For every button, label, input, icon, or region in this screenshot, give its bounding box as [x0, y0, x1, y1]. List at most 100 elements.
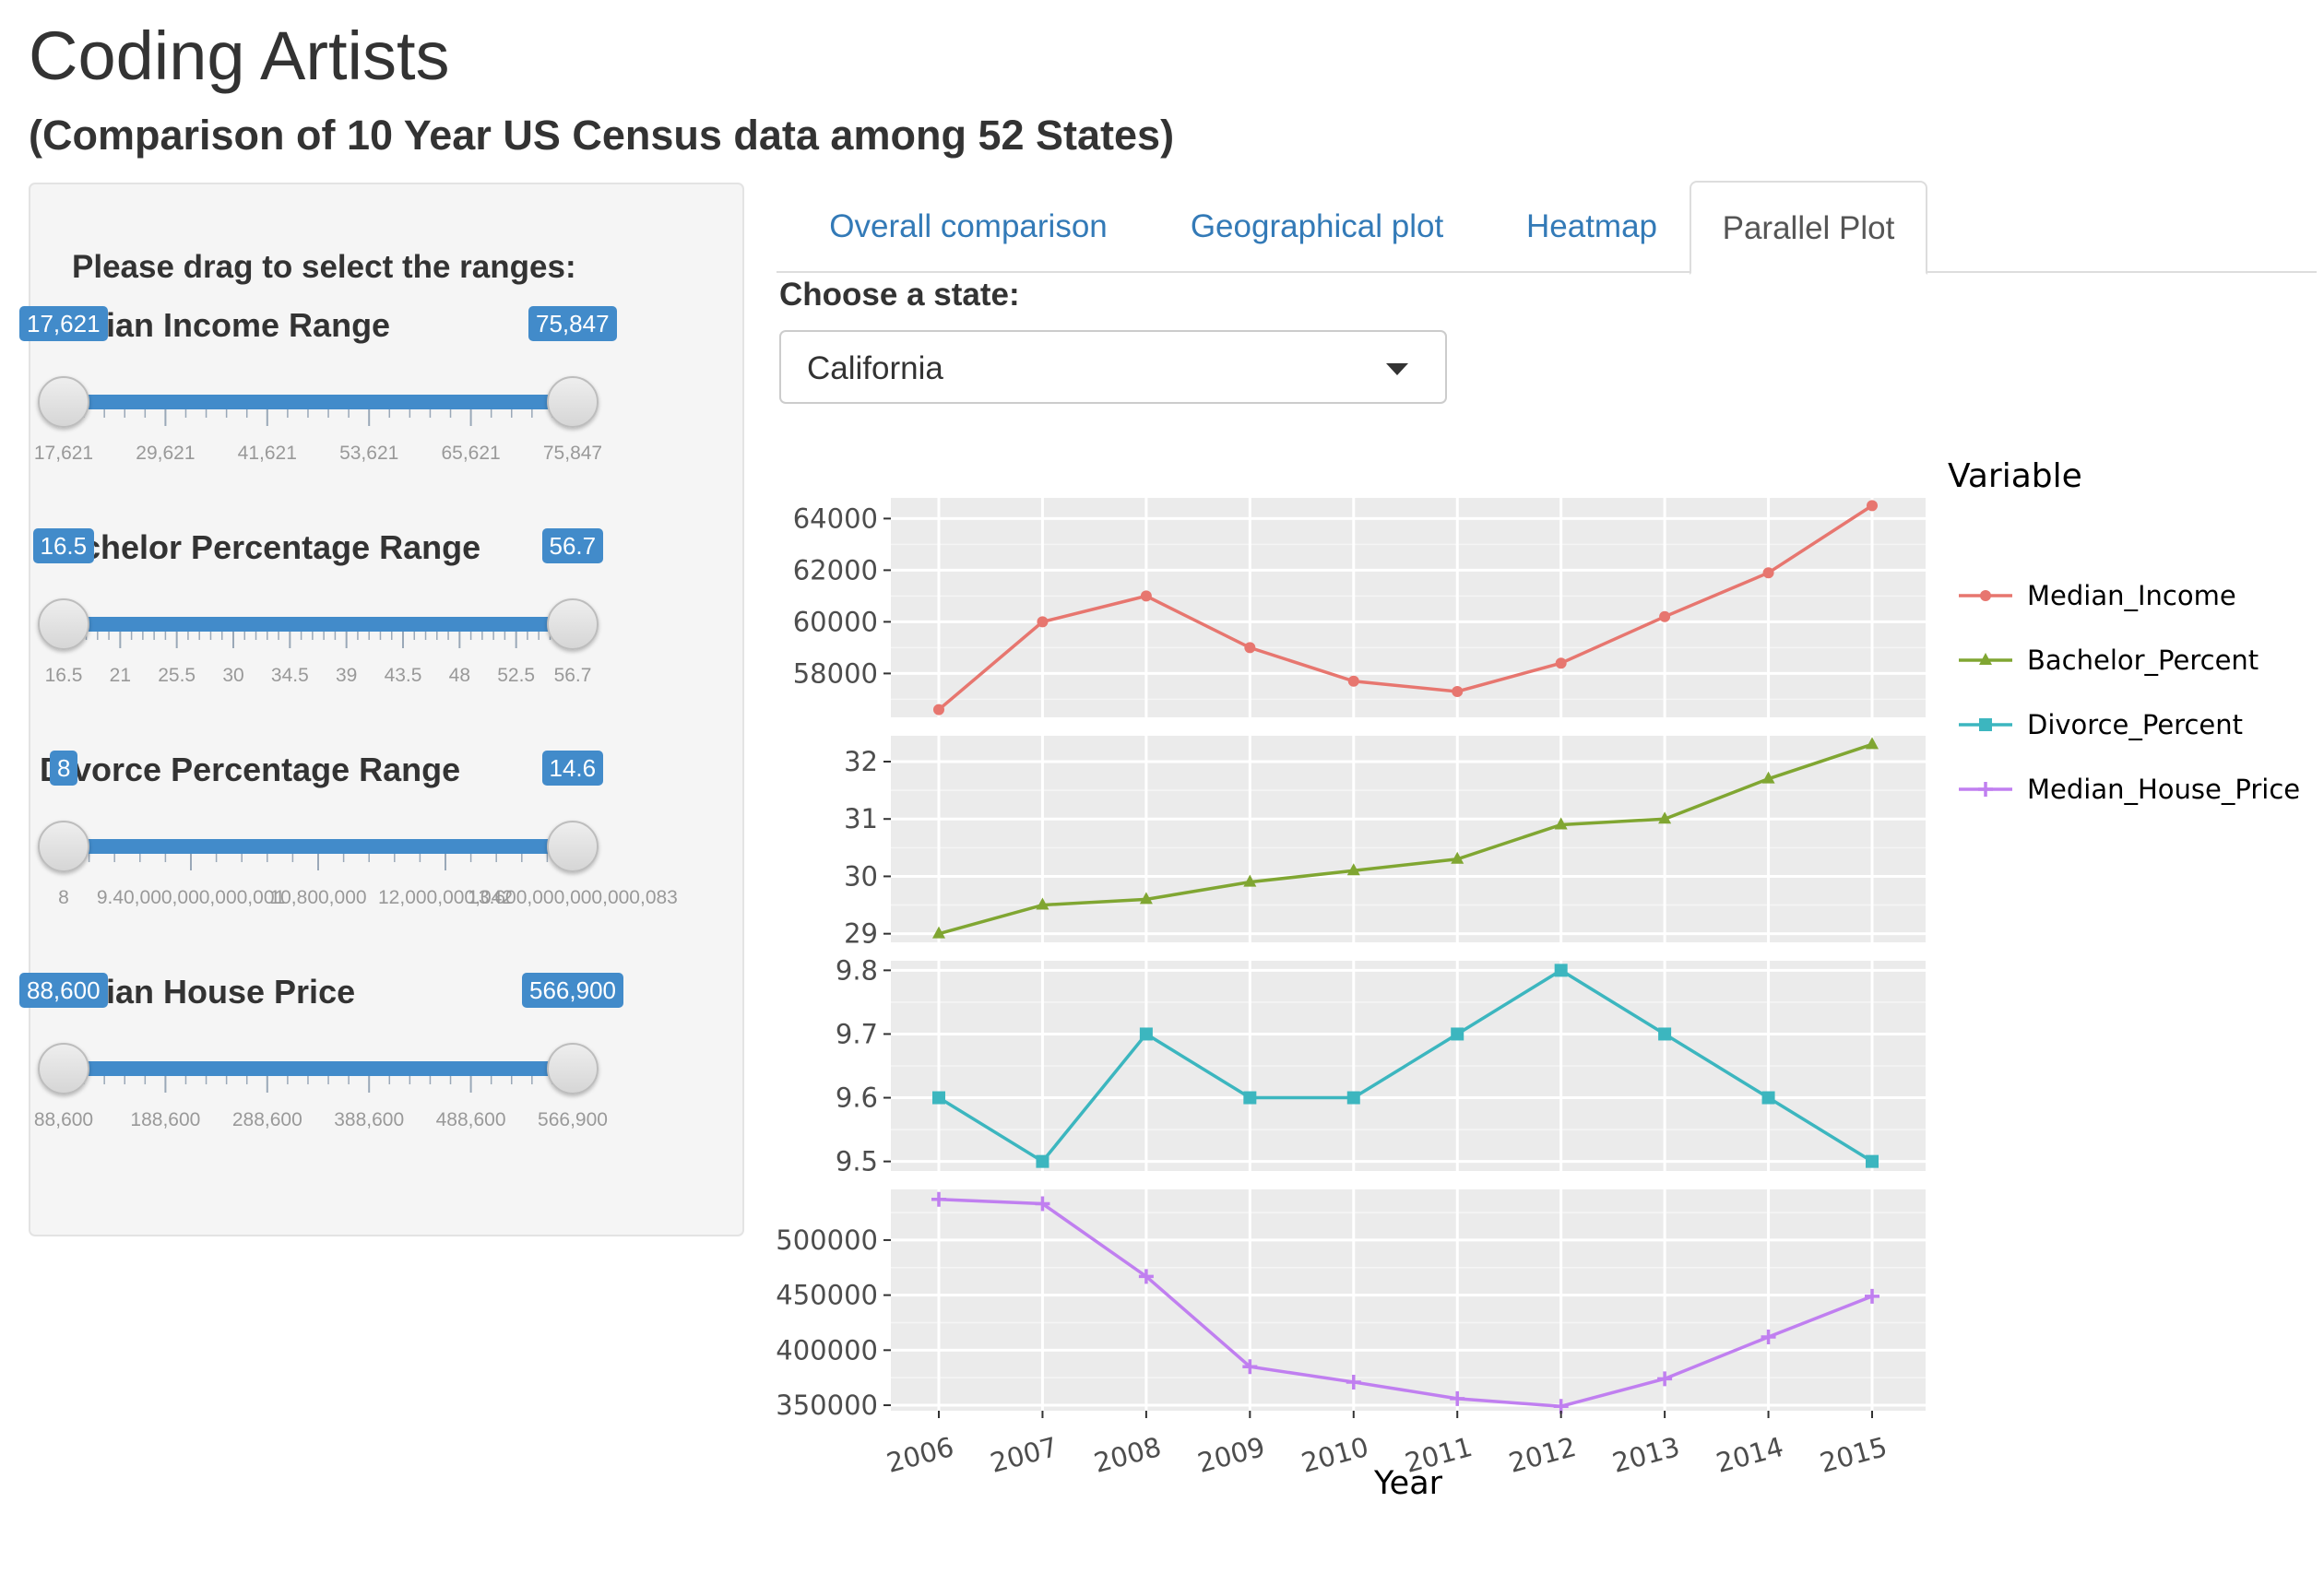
slider-grid-label: 8: [58, 887, 69, 908]
x-tick-label: 2013: [1609, 1431, 1683, 1479]
panel-background: [891, 498, 1926, 717]
slider-handle-min[interactable]: [38, 598, 89, 650]
data-point: [1347, 675, 1359, 687]
slider-grid-label: 9.40,000,000,000,001: [96, 887, 286, 908]
data-point: [1658, 811, 1672, 824]
legend-key-marker: [1979, 718, 1992, 731]
slider-value-max: 56.7: [541, 528, 604, 563]
x-tick-label: 2015: [1817, 1431, 1891, 1479]
data-point: [1138, 1269, 1154, 1284]
caret-down-icon: [1386, 363, 1408, 375]
slider-ticks: [63, 1076, 574, 1093]
slider-grid-label: 48: [448, 665, 471, 686]
y-tick-label: 62000: [793, 554, 878, 585]
data-point: [1346, 1091, 1360, 1105]
data-point: [1452, 686, 1464, 697]
tab-parallel-plot[interactable]: Parallel Plot: [1690, 181, 1927, 275]
tab-geographical-plot[interactable]: Geographical plot: [1190, 208, 1444, 244]
slider-value-min: 17,621: [19, 306, 108, 341]
slider-value-max: 566,900: [522, 973, 623, 1008]
data-point: [931, 1191, 946, 1207]
slider-grid-label: 388,600: [334, 1109, 405, 1130]
slider-grid-label: 13.600,000,000,000,083: [468, 887, 678, 908]
y-tick-label: 30: [844, 860, 878, 892]
slider-track[interactable]: [64, 839, 573, 854]
slider-track[interactable]: [64, 617, 573, 632]
slider-handle-min[interactable]: [38, 1043, 89, 1094]
slider-grid-label: 39: [335, 665, 358, 686]
filter-sidebar: Please drag to select the ranges: Median…: [19, 183, 746, 1236]
data-point: [1657, 1371, 1673, 1387]
slider-grid-label: 56.7: [553, 665, 592, 686]
sidebar-intro: Please drag to select the ranges:: [72, 249, 576, 285]
data-point: [1346, 863, 1360, 876]
slider-handle-max[interactable]: [547, 821, 599, 872]
data-point: [1244, 642, 1256, 654]
slider-track[interactable]: [64, 1061, 573, 1076]
slider-grid-label: 16.5: [44, 665, 83, 686]
data-point: [1554, 964, 1568, 977]
panel-background: [891, 1189, 1926, 1411]
slider-grid-label: 17,621: [33, 443, 94, 464]
slider-grid-label: 188,600: [130, 1109, 201, 1130]
y-tick-label: 60000: [793, 606, 878, 637]
y-tick-label: 32: [844, 746, 878, 777]
data-point: [932, 926, 945, 939]
data-point: [1450, 1390, 1465, 1406]
legend-key-marker: [1978, 782, 1993, 797]
x-tick-label: 2010: [1298, 1431, 1371, 1479]
tab-overall-comparison[interactable]: Overall comparison: [829, 208, 1108, 244]
slider-value-max: 75,847: [528, 306, 617, 341]
slider-handle-min[interactable]: [38, 376, 89, 428]
legend-label: Median_House_Price: [2027, 774, 2300, 805]
state-select[interactable]: California: [779, 330, 1447, 404]
y-tick-label: 350000: [776, 1390, 878, 1421]
data-point: [1242, 1359, 1258, 1375]
legend-key-marker: [1979, 653, 1992, 665]
panel-background: [891, 736, 1926, 942]
slider-grid-label: 30: [222, 665, 244, 686]
slider-grid-label: 52.5: [497, 665, 536, 686]
y-tick-label: 450000: [776, 1280, 878, 1311]
slider-handle-max[interactable]: [547, 598, 599, 650]
series-line-median-house-price: [938, 1197, 1873, 1408]
slider-track[interactable]: [64, 395, 573, 409]
data-point: [1761, 771, 1775, 784]
slider-handle-max[interactable]: [547, 1043, 599, 1094]
slider-grid-label: 43.5: [384, 665, 422, 686]
y-tick-label: 400000: [776, 1334, 878, 1366]
data-point: [1554, 817, 1568, 830]
app-subtitle: (Comparison of 10 Year US Census data am…: [29, 112, 1175, 159]
data-point: [1762, 567, 1774, 579]
data-point: [1036, 1154, 1049, 1168]
data-point: [1451, 1027, 1464, 1041]
data-point: [1451, 851, 1464, 864]
legend-label: Median_Income: [2027, 580, 2236, 611]
state-select-value: California: [807, 350, 943, 386]
slider-handle-min[interactable]: [38, 821, 89, 872]
slider-4: Median House Price 88,600 188,600 288,600 38…: [19, 973, 746, 1176]
x-tick-label: 2012: [1505, 1431, 1579, 1479]
app-title: Coding Artists: [29, 18, 450, 94]
slider-handle-max[interactable]: [547, 376, 599, 428]
slider-grid-label: 25.5: [158, 665, 196, 686]
slider-value-min: 16.5: [32, 528, 95, 563]
series-line-bachelor-percent: [938, 742, 1873, 936]
slider-grid-label: 12,000,000,042: [378, 887, 513, 908]
slider-grid-label: 65,621: [441, 443, 501, 464]
y-tick-label: 64000: [793, 503, 878, 534]
slider-grid-label: 288,600: [231, 1109, 302, 1130]
tab-heatmap[interactable]: Heatmap: [1525, 208, 1658, 244]
x-tick-label: 2009: [1194, 1431, 1268, 1479]
data-point: [1867, 500, 1878, 512]
x-tick-label: 2008: [1091, 1431, 1165, 1479]
y-tick-label: 31: [844, 803, 878, 834]
data-point: [1036, 897, 1049, 910]
data-point: [1243, 1091, 1257, 1105]
y-tick-label: 9.6: [836, 1082, 878, 1114]
data-point: [1761, 1330, 1776, 1344]
slider-grid-label: 488,600: [435, 1109, 506, 1130]
slider-grid-label: 75,847: [542, 443, 603, 464]
slider-value-max: 14.6: [541, 751, 604, 786]
tab-bar: Overall comparison Geographical plot Hea…: [777, 181, 2317, 275]
